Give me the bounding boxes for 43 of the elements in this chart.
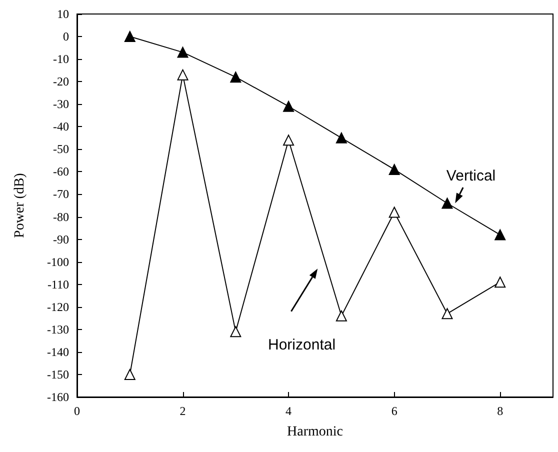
point [230,326,242,338]
y-tick-label: -120 [47,300,69,314]
y-tick-label: -80 [53,210,69,224]
y-tick-label: 10 [57,7,69,21]
y-tick-label: -50 [53,142,69,156]
point [177,69,188,80]
point [177,46,188,58]
y-tick-label: -110 [47,277,69,292]
point [442,308,453,320]
series-label: Horizontal [268,336,336,354]
series-label: Vertical [446,168,496,185]
y-axis-title: Power (dB) [12,172,28,238]
y-tick-label: -70 [53,187,69,202]
x-tick-label: 2 [180,404,186,418]
x-tick-label: 0 [74,404,80,418]
point [388,164,400,175]
point [388,206,400,218]
y-tick-label: -150 [47,367,69,382]
point [283,100,294,112]
y-tick-label: -130 [47,322,69,336]
x-tick-label: 8 [497,404,504,418]
point [283,134,294,146]
x-tick-label: 6 [391,404,398,418]
point [230,72,242,83]
y-tick-label: -20 [53,74,69,89]
x-tick-label: 4 [286,404,292,418]
point [442,198,453,209]
point [494,229,506,240]
y-tick-label: 0 [63,30,69,44]
y-tick-label: -100 [47,254,69,269]
point [494,276,506,288]
y-tick-label: -140 [47,344,69,359]
point [124,368,136,380]
y-tick-label: -40 [53,120,69,134]
point [124,31,136,42]
point [336,310,347,322]
y-tick-label: -30 [53,97,69,112]
x-axis-title: Harmonic [287,424,343,440]
y-tick-label: -60 [53,164,69,179]
point [336,132,347,144]
y-tick-label: -10 [53,52,69,66]
y-tick-label: -90 [53,232,69,246]
y-tick-label: -160 [47,390,69,404]
